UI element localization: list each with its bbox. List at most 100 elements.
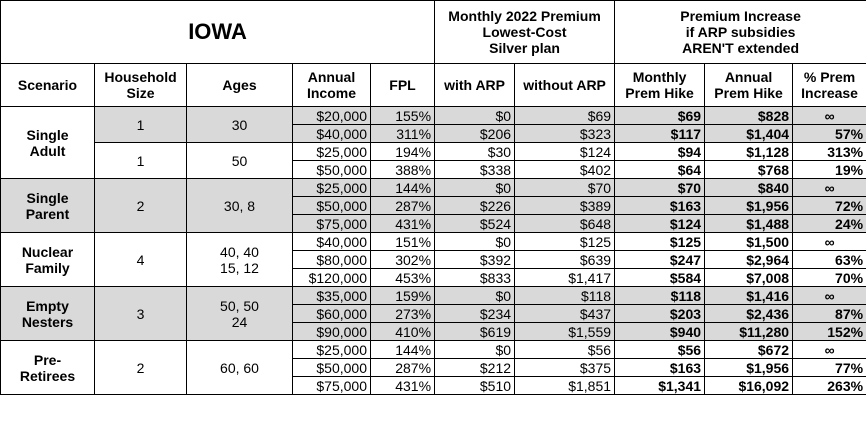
text-line: Empty: [26, 297, 69, 314]
data-row: $80,000 302% $392 $639 $247 $2,964 63%: [1, 250, 866, 269]
text-line: Lowest-Cost: [482, 24, 567, 40]
text-line: Nesters: [21, 313, 74, 330]
fpl: 302%: [369, 250, 436, 269]
annual-hike: $16,092: [704, 376, 794, 395]
fpl: 431%: [369, 214, 436, 233]
text-line: Pre-: [33, 351, 62, 368]
monthly-hike: $124: [614, 214, 706, 233]
annual-hike: $1,128: [704, 142, 794, 161]
annual-hike: $768: [704, 160, 794, 179]
monthly-hike: $247: [614, 250, 706, 269]
pct-increase: 87%: [792, 304, 866, 323]
data-row: Single Parent 2 30, 8 $25,000 144% $0 $70 $70 $84…: [0, 178, 866, 233]
pct-increase: ∞: [792, 232, 866, 251]
text-line: Silver plan: [489, 40, 560, 56]
annual-income: $40,000: [292, 232, 371, 251]
group-header: Monthly 2022 Premium Lowest-Cost Silver pl…: [434, 0, 616, 64]
header-row: Scenario Household Size Ages Annual Income FPL…: [0, 63, 866, 107]
pct-increase: 24%: [792, 214, 866, 233]
column-header: % Prem Increase: [792, 63, 866, 107]
fpl: 287%: [369, 196, 436, 215]
text-line: Parent: [25, 205, 70, 222]
pct-increase: ∞: [792, 106, 866, 125]
column-header: Monthly Prem Hike: [614, 63, 706, 107]
text-line: Annual: [724, 69, 773, 85]
annual-income: $80,000: [292, 250, 371, 269]
annual-income: $50,000: [292, 358, 371, 377]
data-row: $40,000 311% $206 $323 $117 $1,404 57%: [1, 124, 866, 143]
data-row: $50,000 388% $338 $402 $64 $768 19%: [1, 160, 866, 179]
without-arp: $1,559: [514, 322, 616, 341]
monthly-hike: $940: [614, 322, 706, 341]
without-arp: $1,417: [514, 268, 616, 287]
household-size: 1: [94, 106, 187, 143]
with-arp: $0: [434, 232, 516, 251]
ages: 30: [186, 106, 293, 143]
household-size: 3: [94, 286, 187, 341]
annual-hike: $840: [704, 178, 794, 197]
column-header: Ages: [186, 63, 293, 107]
text-line: % Prem: [803, 69, 856, 85]
with-arp: $226: [434, 196, 516, 215]
with-arp: $392: [434, 250, 516, 269]
data-row: 1 50 $25,000 194% $30 $124 $94 $1,128 313%: [1, 142, 866, 179]
with-arp: $212: [434, 358, 516, 377]
fpl: 431%: [369, 376, 436, 395]
ages: 50: [186, 142, 293, 179]
column-header: Household Size: [94, 63, 187, 107]
header-row: IOWA Monthly 2022 Premium Lowest-Cost Silve…: [0, 0, 866, 64]
text-line: 50: [231, 152, 248, 169]
table-title: IOWA: [0, 0, 436, 64]
with-arp: $510: [434, 376, 516, 395]
monthly-hike: $69: [614, 106, 706, 125]
with-arp: $30: [434, 142, 516, 161]
scenario: Nuclear Family: [0, 232, 95, 287]
text-line: Premium Increase: [680, 8, 801, 24]
monthly-hike: $163: [614, 358, 706, 377]
text-line: Scenario: [17, 77, 78, 93]
fpl: 388%: [369, 160, 436, 179]
household-size: 2: [94, 178, 187, 233]
annual-income: $25,000: [292, 178, 371, 197]
without-arp: $70: [514, 178, 616, 197]
data-row: $50,000 287% $212 $375 $163 $1,956 77%: [1, 358, 866, 377]
without-arp: $648: [514, 214, 616, 233]
pct-increase: 77%: [792, 358, 866, 377]
text-line: 24: [231, 313, 248, 330]
pct-increase: 63%: [792, 250, 866, 269]
pct-increase: 19%: [792, 160, 866, 179]
pct-increase: ∞: [792, 178, 866, 197]
data-row: Single Adult 1 30 $20,000 155% $0 $69 $69 $828 ∞: [0, 106, 866, 179]
scenario: Single Parent: [0, 178, 95, 233]
data-row: $75,000 431% $510 $1,851 $1,341 $16,092 263%: [1, 376, 866, 395]
text-line: 40, 40: [220, 243, 259, 260]
pct-increase: 72%: [792, 196, 866, 215]
without-arp: $69: [514, 106, 616, 125]
data-row: Nuclear Family 4 40, 40 15, 12 $40,000 151% $0 $…: [0, 232, 866, 287]
without-arp: $323: [514, 124, 616, 143]
annual-income: $90,000: [292, 322, 371, 341]
household-size: 4: [94, 232, 187, 287]
data-row: Pre- Retirees 2 60, 60 $25,000 144% $0 $56 $56 $6…: [0, 340, 866, 395]
text-line: Monthly 2022 Premium: [448, 8, 601, 24]
text-line: 50, 50: [220, 297, 259, 314]
annual-hike: $1,488: [704, 214, 794, 233]
monthly-hike: $94: [614, 142, 706, 161]
text-line: Single: [26, 126, 69, 143]
ages: 50, 50 24: [186, 286, 293, 341]
fpl: 287%: [369, 358, 436, 377]
column-header: Annual Income: [292, 63, 371, 107]
text-line: 60, 60: [220, 359, 259, 376]
annual-hike: $2,964: [704, 250, 794, 269]
annual-hike: $1,500: [704, 232, 794, 251]
data-row: $75,000 431% $524 $648 $124 $1,488 24%: [1, 214, 866, 233]
text-line: AREN'T extended: [682, 40, 800, 56]
annual-income: $35,000: [292, 286, 371, 305]
without-arp: $389: [514, 196, 616, 215]
annual-income: $50,000: [292, 196, 371, 215]
fpl: 144%: [369, 178, 436, 197]
with-arp: $0: [434, 340, 516, 359]
with-arp: $619: [434, 322, 516, 341]
column-header: with ARP: [434, 63, 516, 107]
pct-increase: ∞: [792, 286, 866, 305]
